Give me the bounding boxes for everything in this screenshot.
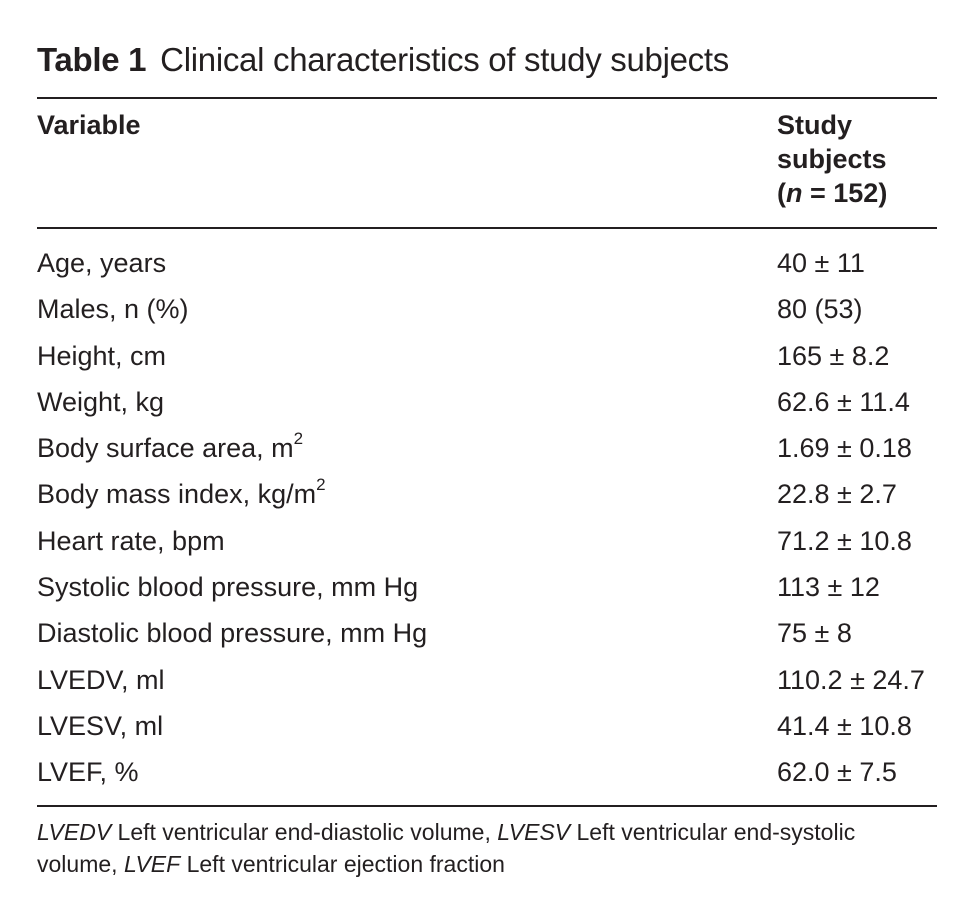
row-value: 71.2 ± 10.8 (777, 525, 912, 556)
footnote-abbreviation: LVEDV (37, 819, 112, 845)
header-line-1: Study (777, 110, 853, 140)
footnote-definition: Left ventricular ejection fraction (180, 851, 505, 877)
table-row: Males, n (%) 80 (53) (37, 286, 937, 332)
table-body: Age, years 40 ± 11 Males, n (%) 80 (53) Heig… (37, 240, 937, 796)
header-variable: Variable (37, 110, 141, 140)
row-variable-superscript: 2 (293, 429, 304, 449)
header-line-2: subjects (777, 144, 887, 174)
table-header-rule (37, 227, 937, 229)
row-value: 22.8 ± 2.7 (777, 479, 897, 510)
row-variable: Weight, kg (37, 379, 164, 425)
header-study-subjects: Study subjects (n = 152) (777, 108, 937, 210)
table-caption: Clinical characteristics of study subjec… (160, 41, 729, 78)
row-variable-text: Heart rate, bpm (37, 525, 225, 556)
footnote-definition: Left ventricular end-diastolic volume, (111, 819, 498, 845)
row-variable-text: LVEDV, ml (37, 664, 165, 695)
table-row: Age, years 40 ± 11 (37, 240, 937, 286)
row-value: 62.0 ± 7.5 (777, 757, 897, 788)
table-row: Body surface area, m2 1.69 ± 0.18 (37, 425, 937, 471)
table-row: Diastolic blood pressure, mm Hg 75 ± 8 (37, 610, 937, 656)
table-label: Table 1 (37, 41, 147, 78)
row-variable: Body surface area, m2 (37, 425, 303, 471)
row-variable-text: Weight, kg (37, 386, 165, 417)
row-variable-text: Diastolic blood pressure, mm Hg (37, 618, 428, 649)
header-n-symbol: n (786, 178, 803, 208)
row-variable: Males, n (%) (37, 286, 189, 332)
header-line-3: (n = 152) (777, 176, 937, 210)
row-variable-text: LVESV, ml (37, 710, 164, 741)
table-row: Weight, kg 62.6 ± 11.4 (37, 379, 937, 425)
row-value: 1.69 ± 0.18 (777, 433, 912, 464)
row-value: 113 ± 12 (777, 572, 880, 603)
row-value: 110.2 ± 24.7 (777, 664, 925, 695)
table-footnote: LVEDV Left ventricular end-diastolic vol… (37, 816, 937, 880)
row-variable-text: LVEF, % (37, 757, 139, 788)
table-row: LVEF, % 62.0 ± 7.5 (37, 749, 937, 795)
table-row: Systolic blood pressure, mm Hg 113 ± 12 (37, 564, 937, 610)
row-variable-superscript: 2 (316, 475, 326, 495)
row-variable-text: Age, years (37, 248, 167, 278)
footnote-abbreviation: LVEF (123, 851, 181, 877)
row-variable: LVESV, ml (37, 703, 163, 749)
footnote-abbreviation: LVESV (497, 819, 571, 845)
table-row: Height, cm 165 ± 8.2 (37, 333, 937, 379)
row-variable: LVEF, % (37, 749, 139, 795)
row-variable: Body mass index, kg/m2 (37, 471, 326, 517)
row-variable: LVEDV, ml (37, 657, 165, 703)
table-row: Heart rate, bpm 71.2 ± 10.8 (37, 518, 937, 564)
row-value: 165 ± 8.2 (777, 340, 890, 371)
row-variable: Height, cm (37, 333, 166, 379)
row-value: 40 ± 11 (777, 248, 865, 278)
row-variable: Age, years (37, 240, 166, 286)
table-bottom-rule (37, 805, 937, 807)
row-value: 80 (53) (777, 294, 863, 325)
table-row: LVESV, ml 41.4 ± 10.8 (37, 703, 937, 749)
row-variable-text: Height, cm (37, 340, 167, 371)
header-n-open: ( (777, 178, 786, 208)
row-variable-text: Males, n (%) (37, 294, 189, 325)
table-top-rule (37, 97, 937, 99)
header-n-count: = 152) (802, 178, 888, 208)
table-row: Body mass index, kg/m2 22.8 ± 2.7 (37, 471, 937, 517)
table-title: Table 1 Clinical characteristics of study… (37, 40, 729, 80)
footnote-definition: Left ventricular end-systolic volume, (37, 819, 856, 877)
row-value: 41.4 ± 10.8 (777, 710, 912, 741)
row-variable-text: Body surface area, m (37, 433, 294, 464)
row-value: 62.6 ± 11.4 (777, 386, 910, 417)
table-row: LVEDV, ml 110.2 ± 24.7 (37, 657, 937, 703)
row-variable-text: Systolic blood pressure, mm Hg (37, 572, 419, 603)
row-value: 75 ± 8 (777, 618, 852, 649)
row-variable-text: Body mass index, kg/m (37, 479, 317, 510)
row-variable: Systolic blood pressure, mm Hg (37, 564, 418, 610)
row-variable: Heart rate, bpm (37, 518, 225, 564)
row-variable: Diastolic blood pressure, mm Hg (37, 610, 427, 656)
